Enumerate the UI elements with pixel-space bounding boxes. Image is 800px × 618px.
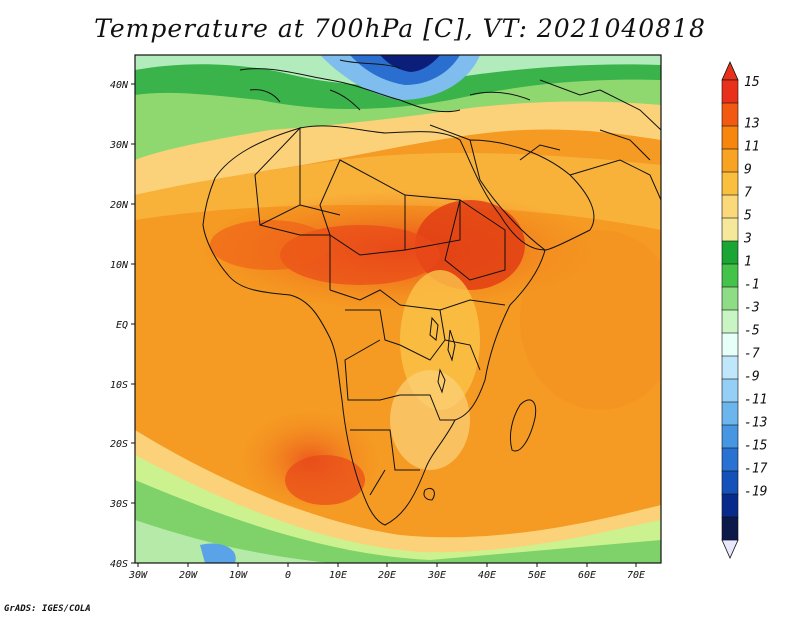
colorbar-label: -3 [744,301,760,316]
colorbar-swatch [721,171,739,196]
colorbar-swatch [721,240,739,265]
map-frame [134,54,662,564]
colorbar-label: -9 [744,370,760,385]
lat-label: 30N [109,140,129,151]
colorbar-label: -5 [744,324,760,339]
credit-text: GrADS: IGES/COLA [4,604,91,614]
colorbar-label: -7 [744,347,760,362]
colorbar-swatch [721,424,739,449]
colorbar-label: -1 [744,278,760,293]
lon-label: 30W [128,570,148,581]
latitude-axis: 40N 30N 20N 10N EQ 10S 20S 30S 40S [109,80,135,570]
lon-label: 40E [478,570,496,581]
lon-label: 20E [378,570,396,581]
lat-label: 10N [110,260,129,271]
colorbar-swatch [721,194,739,219]
colorbar-label: -11 [744,393,767,408]
colorbar: 15 13 11 9 7 5 3 1 -1 -3 -5 -7 -9 -11 -13 -15 -17 -19 [721,61,768,559]
temperature-field [135,55,661,563]
colorbar-swatch [721,493,739,518]
lat-label: EQ [116,320,128,331]
lon-label: 30E [427,570,446,581]
colorbar-swatch [721,125,739,150]
lon-label: 20W [179,570,198,581]
colorbar-swatch [721,378,739,403]
colorbar-label: -17 [744,462,768,477]
colorbar-swatch [721,516,739,541]
colorbar-bottom-arrow [721,539,739,559]
colorbar-top-arrow [721,61,739,81]
colorbar-swatch [721,263,739,288]
colorbar-label: 3 [743,232,752,247]
colorbar-swatch [721,102,739,127]
colorbar-swatch [721,309,739,334]
lat-label: 30S [109,499,128,510]
colorbar-label: 11 [744,140,760,155]
colorbar-swatch [721,79,739,104]
colorbar-label: 7 [744,186,752,201]
colorbar-label: 13 [744,117,760,132]
lat-label: 20N [110,200,129,211]
colorbar-swatch [721,447,739,472]
lon-label: 10W [229,570,248,581]
lon-label: 70E [627,570,645,581]
lat-label: 20S [110,439,128,450]
colorbar-label: -19 [744,485,767,500]
colorbar-label: 9 [744,163,752,178]
colorbar-label: -13 [744,416,767,431]
colorbar-swatch [721,401,739,426]
lat-label: 10S [110,380,128,391]
colorbar-swatch [721,148,739,173]
lon-label: 0 [285,570,291,581]
lat-label: 40N [110,80,129,91]
colorbar-swatch [721,286,739,311]
colorbar-label: 15 [744,75,760,90]
colorbar-swatch [721,332,739,357]
lon-label: 60E [578,570,596,581]
colorbar-swatch [721,355,739,380]
lon-label: 50E [528,570,546,581]
colorbar-label: 5 [744,209,752,224]
longitude-axis: 30W 20W 10W 0 10E 20E 30E 40E 50E 60E 70… [128,563,645,581]
lon-label: 10E [329,570,347,581]
colorbar-swatch [721,217,739,242]
colorbar-label: -15 [744,439,768,454]
colorbar-label: 1 [744,255,752,270]
colorbar-swatch [721,470,739,495]
map-title: Temperature at 700hPa [C], VT: 202104081… [94,14,706,43]
lat-label: 40S [110,559,128,570]
coastlines [202,59,661,526]
